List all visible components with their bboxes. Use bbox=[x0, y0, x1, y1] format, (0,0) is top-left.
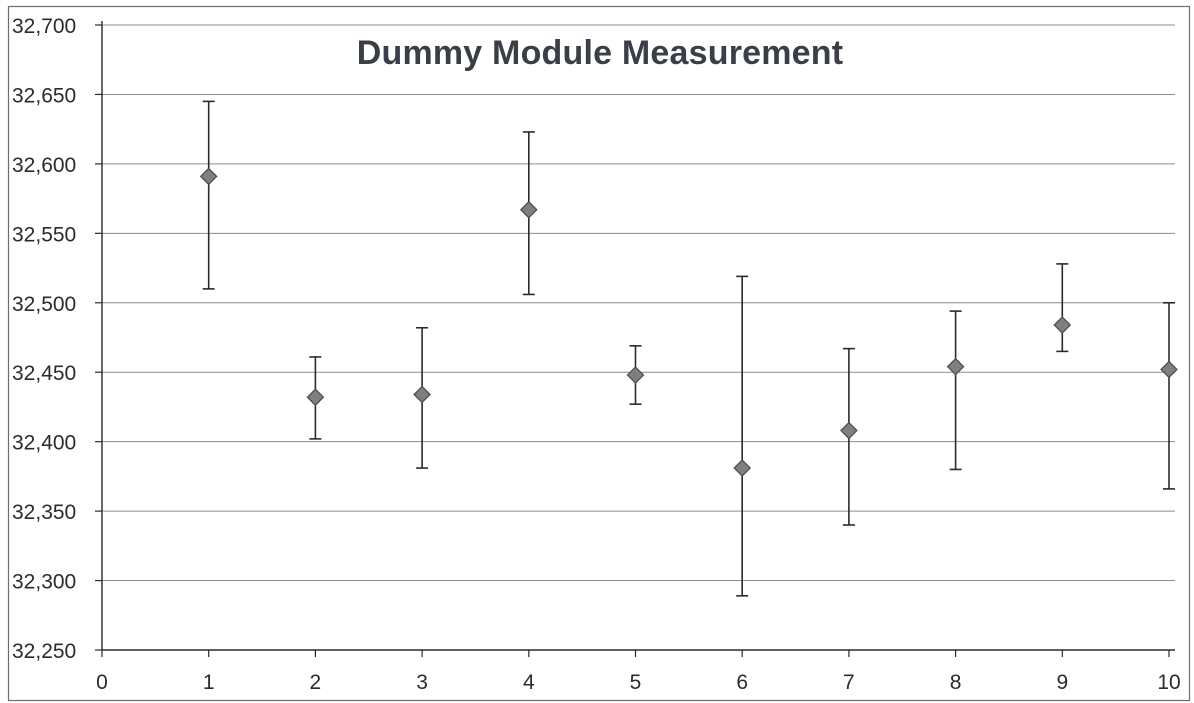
x-tick-label: 8 bbox=[950, 671, 962, 694]
data-point-9 bbox=[1054, 317, 1070, 333]
y-tick-label: 32,300 bbox=[12, 571, 76, 594]
x-tick-label: 4 bbox=[523, 671, 535, 694]
x-tick-label: 5 bbox=[630, 671, 642, 694]
x-tick-label: 9 bbox=[1056, 671, 1068, 694]
x-tick-label: 10 bbox=[1157, 671, 1180, 694]
data-point-3 bbox=[414, 386, 430, 402]
data-point-1 bbox=[201, 168, 217, 184]
y-tick-label: 32,500 bbox=[12, 293, 76, 316]
data-point-2 bbox=[307, 389, 323, 405]
x-tick-label: 3 bbox=[416, 671, 428, 694]
data-point-10 bbox=[1161, 361, 1177, 377]
y-tick-label: 32,550 bbox=[12, 223, 76, 246]
y-tick-label: 32,400 bbox=[12, 432, 76, 455]
x-tick-label: 0 bbox=[96, 671, 108, 694]
data-point-7 bbox=[841, 423, 857, 439]
x-tick-label: 6 bbox=[736, 671, 748, 694]
y-tick-label: 32,600 bbox=[12, 154, 76, 177]
data-point-5 bbox=[628, 367, 644, 383]
x-tick-label: 2 bbox=[310, 671, 322, 694]
y-tick-label: 32,350 bbox=[12, 501, 76, 524]
data-point-6 bbox=[734, 460, 750, 476]
y-tick-label: 32,700 bbox=[12, 15, 76, 38]
y-tick-label: 32,450 bbox=[12, 362, 76, 385]
x-tick-label: 7 bbox=[843, 671, 855, 694]
data-point-4 bbox=[521, 202, 537, 218]
chart-border bbox=[9, 7, 1190, 701]
y-tick-label: 32,650 bbox=[12, 84, 76, 107]
x-tick-label: 1 bbox=[203, 671, 215, 694]
chart-title: Dummy Module Measurement bbox=[300, 34, 900, 73]
y-tick-label: 32,250 bbox=[12, 640, 76, 663]
